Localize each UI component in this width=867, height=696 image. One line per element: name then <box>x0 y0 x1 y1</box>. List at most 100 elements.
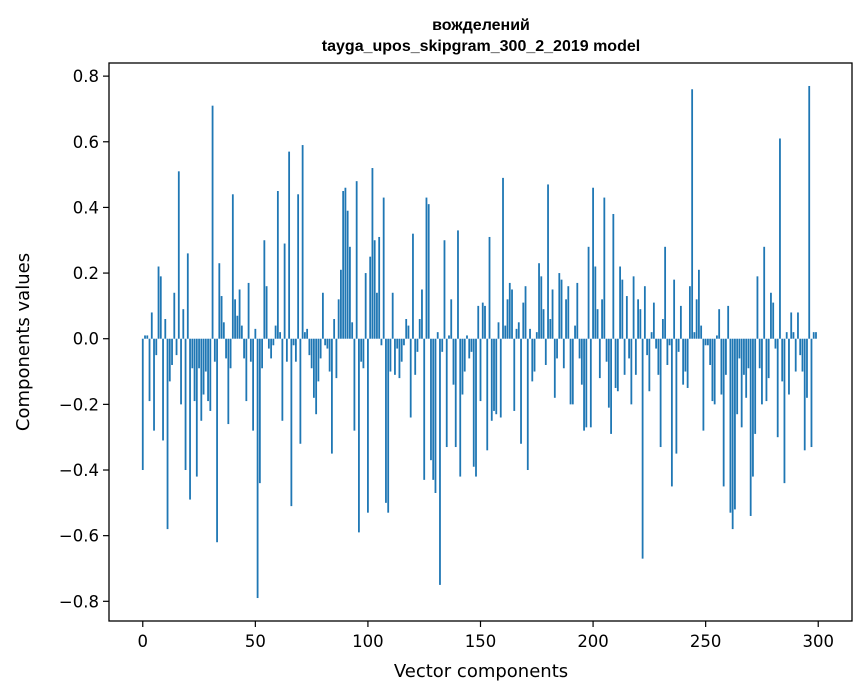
bar-92 <box>349 246 351 339</box>
bar-108 <box>385 338 387 503</box>
bar-7 <box>157 266 160 339</box>
bar-279 <box>770 292 772 339</box>
bar-96 <box>358 338 360 533</box>
y-tick-label: −0.8 <box>59 592 99 611</box>
bar-172 <box>529 328 531 339</box>
bar-51 <box>256 338 259 599</box>
bar-125 <box>423 338 426 480</box>
bar-32 <box>213 338 216 362</box>
bar-63 <box>283 243 286 339</box>
bar-142 <box>461 338 464 395</box>
bar-6 <box>155 338 158 356</box>
bar-64 <box>285 338 288 362</box>
bar-141 <box>459 338 462 477</box>
y-tick-label: 0.6 <box>73 133 99 152</box>
bar-13 <box>171 338 173 365</box>
bar-55 <box>265 286 268 339</box>
bar-102 <box>371 168 374 339</box>
bar-274 <box>758 338 761 369</box>
bar-91 <box>346 210 349 339</box>
bar-127 <box>427 204 430 339</box>
bar-152 <box>484 305 486 339</box>
bar-233 <box>666 338 669 365</box>
bar-85 <box>333 319 336 339</box>
bar-11 <box>166 338 169 530</box>
bar-192 <box>574 325 576 339</box>
bar-291 <box>797 312 799 339</box>
y-tick-label: 0.0 <box>73 330 99 349</box>
bar-258 <box>722 338 725 487</box>
bar-248 <box>700 325 703 339</box>
bar-238 <box>677 338 680 352</box>
bar-2 <box>146 335 149 339</box>
bar-74 <box>308 338 311 356</box>
bar-38 <box>227 338 230 425</box>
bar-134 <box>443 240 446 339</box>
bar-174 <box>533 338 536 372</box>
bar-82 <box>326 338 329 349</box>
bar-123 <box>418 319 421 339</box>
bar-226 <box>650 332 653 339</box>
bar-225 <box>648 338 651 392</box>
bar-277 <box>765 338 768 402</box>
bar-122 <box>416 338 419 352</box>
bar-157 <box>495 338 498 415</box>
bar-255 <box>716 335 718 339</box>
bar-42 <box>236 315 239 339</box>
bar-231 <box>661 319 664 339</box>
bar-203 <box>598 338 601 379</box>
bar-204 <box>601 299 603 339</box>
bar-295 <box>806 338 808 398</box>
bar-286 <box>785 332 788 339</box>
bar-276 <box>763 246 766 339</box>
bar-139 <box>454 338 457 448</box>
y-tick-label: 0.4 <box>73 198 99 217</box>
bar-201 <box>594 266 597 339</box>
bar-86 <box>335 338 338 379</box>
bar-245 <box>693 332 696 339</box>
bar-262 <box>731 338 734 530</box>
bar-95 <box>355 181 358 339</box>
bar-259 <box>725 338 727 375</box>
bar-246 <box>695 299 698 339</box>
bar-43 <box>238 289 241 339</box>
bar-65 <box>288 151 291 339</box>
bar-10 <box>164 319 167 339</box>
y-tick-label: 0.8 <box>73 67 99 86</box>
bar-266 <box>740 338 743 428</box>
bar-156 <box>493 338 495 411</box>
bar-160 <box>502 177 504 339</box>
bar-189 <box>567 286 570 339</box>
x-axis-ticks: 0 50 100 150 200 250 300 <box>138 621 834 651</box>
bar-159 <box>499 338 502 418</box>
bar-117 <box>405 319 408 339</box>
bar-202 <box>596 309 599 339</box>
bar-135 <box>445 338 448 448</box>
bar-149 <box>477 305 480 339</box>
bar-213 <box>621 279 624 339</box>
bar-190 <box>569 338 572 405</box>
bar-39 <box>229 338 232 369</box>
bar-281 <box>774 338 777 349</box>
bar-275 <box>761 338 763 405</box>
bar-205 <box>603 197 606 339</box>
bar-244 <box>691 89 694 339</box>
bar-232 <box>664 246 667 339</box>
bar-106 <box>380 338 383 346</box>
bar-104 <box>376 292 378 339</box>
bar-227 <box>652 302 655 339</box>
bar-154 <box>488 236 491 339</box>
bar-150 <box>479 338 482 402</box>
bar-290 <box>794 338 797 372</box>
bar-66 <box>290 338 293 507</box>
bar-148 <box>475 338 477 477</box>
bar-298 <box>812 332 815 339</box>
bar-115 <box>400 338 403 362</box>
y-tick-label: −0.2 <box>59 395 99 414</box>
bar-236 <box>673 279 676 339</box>
bar-168 <box>520 338 522 444</box>
bar-94 <box>353 338 356 431</box>
bar-283 <box>779 138 781 339</box>
bar-20 <box>186 253 189 339</box>
